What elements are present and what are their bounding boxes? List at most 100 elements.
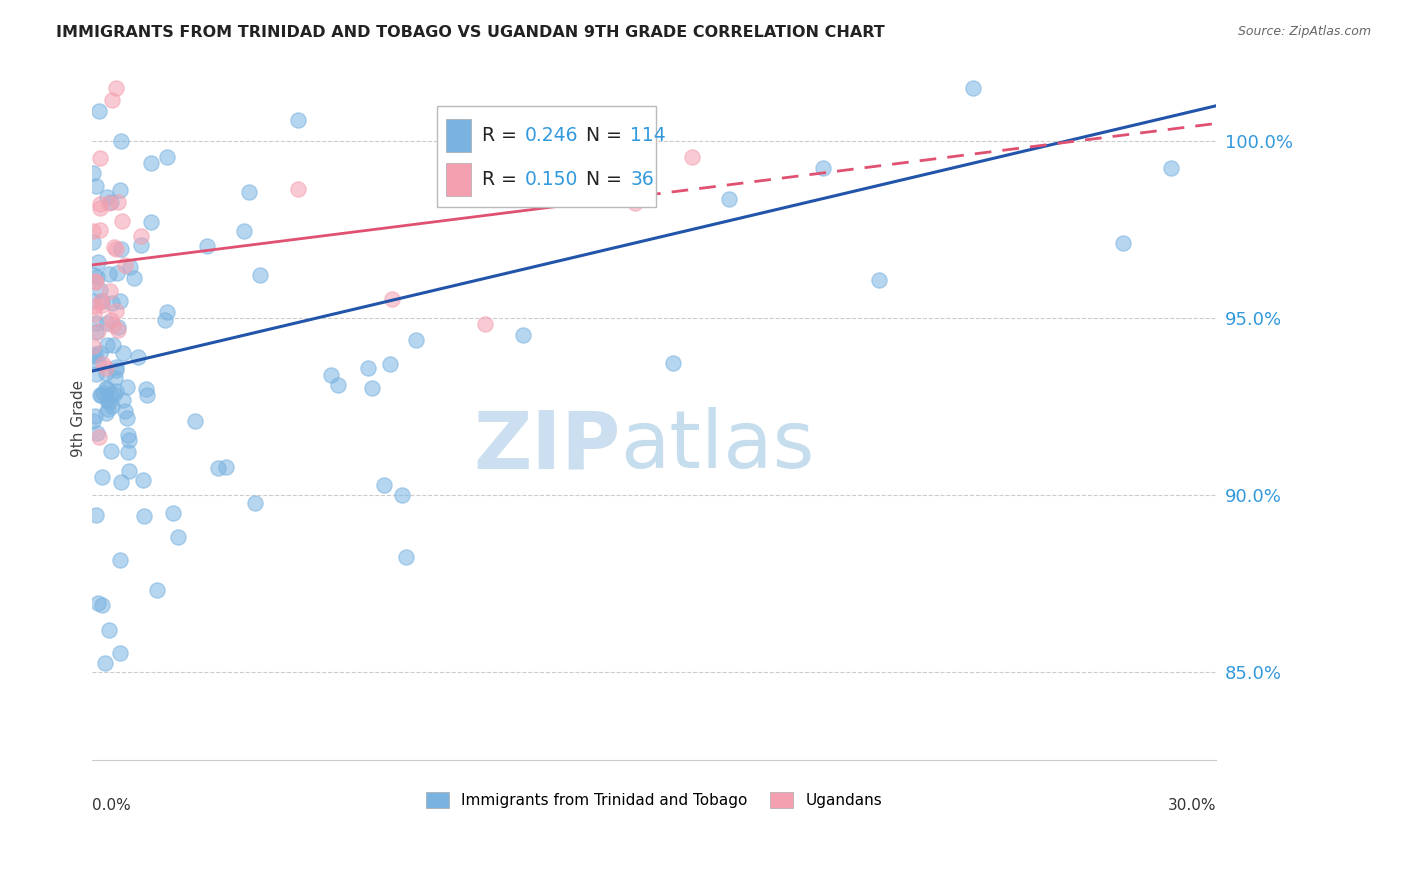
Point: [82, 339, 104, 353]
Point: [101, 93, 124, 107]
Text: N =: N =: [574, 126, 628, 145]
Point: [1111, 235, 1133, 250]
Point: [117, 444, 139, 458]
FancyBboxPatch shape: [446, 120, 471, 152]
Point: [84, 275, 107, 289]
Point: [98, 285, 121, 299]
Point: [287, 112, 309, 127]
Point: [104, 384, 127, 399]
Text: 0.0%: 0.0%: [91, 798, 131, 813]
Point: [474, 318, 496, 332]
Point: [127, 351, 149, 365]
Point: [115, 410, 138, 425]
Point: [110, 646, 132, 660]
Point: [512, 327, 534, 342]
Point: [91, 293, 114, 308]
Point: [1160, 161, 1182, 176]
Point: [122, 271, 145, 285]
Point: [91, 298, 114, 312]
Point: [82, 293, 104, 308]
Point: [87, 325, 110, 339]
Point: [96, 316, 118, 330]
Point: [90, 388, 112, 402]
Point: [89, 346, 111, 360]
Point: [100, 444, 122, 458]
Point: [681, 150, 703, 164]
Point: [357, 360, 380, 375]
Point: [146, 583, 169, 598]
Point: [89, 223, 111, 237]
Point: [135, 383, 157, 397]
Point: [287, 182, 309, 196]
Text: 0.246: 0.246: [524, 126, 578, 145]
Point: [107, 323, 129, 337]
Text: 36: 36: [630, 170, 654, 189]
Text: ZIP: ZIP: [472, 408, 620, 485]
Point: [110, 134, 132, 148]
Point: [83, 307, 105, 321]
Point: [381, 292, 404, 306]
Point: [391, 488, 413, 502]
Point: [94, 381, 117, 395]
Point: [100, 313, 122, 327]
Point: [108, 183, 131, 197]
Text: IMMIGRANTS FROM TRINIDAD AND TOBAGO VS UGANDAN 9TH GRADE CORRELATION CHART: IMMIGRANTS FROM TRINIDAD AND TOBAGO VS U…: [56, 25, 884, 40]
Point: [87, 103, 110, 118]
Point: [153, 313, 176, 327]
Point: [83, 409, 105, 423]
Point: [104, 81, 127, 95]
Point: [134, 508, 156, 523]
Point: [91, 386, 114, 401]
Point: [91, 357, 114, 371]
Point: [86, 255, 108, 269]
Point: [82, 235, 104, 250]
Point: [207, 461, 229, 475]
Point: [114, 258, 136, 272]
Point: [100, 387, 122, 401]
Point: [89, 388, 111, 402]
Point: [624, 196, 647, 211]
Point: [84, 316, 107, 330]
Text: N =: N =: [574, 170, 628, 189]
Point: [373, 477, 395, 491]
Point: [868, 273, 890, 287]
Point: [96, 190, 118, 204]
Text: R =: R =: [482, 126, 523, 145]
Point: [89, 197, 111, 211]
Point: [82, 224, 104, 238]
Point: [101, 400, 124, 414]
Point: [82, 414, 104, 428]
Point: [97, 395, 120, 409]
Point: [141, 156, 163, 170]
Point: [110, 475, 132, 490]
Point: [84, 347, 107, 361]
Point: [86, 325, 108, 339]
Point: [156, 305, 179, 319]
Point: [82, 166, 104, 180]
Point: [111, 214, 134, 228]
Point: [86, 269, 108, 284]
Point: [84, 508, 107, 522]
Point: [110, 242, 132, 256]
Point: [107, 320, 129, 334]
Point: [104, 363, 127, 377]
Point: [100, 195, 122, 210]
FancyBboxPatch shape: [446, 163, 471, 196]
Point: [98, 195, 121, 210]
Point: [89, 283, 111, 297]
Point: [380, 357, 402, 371]
Point: [110, 293, 132, 308]
Point: [104, 371, 127, 385]
Point: [243, 496, 266, 510]
Point: [131, 473, 153, 487]
Point: [97, 402, 120, 417]
Point: [83, 268, 105, 283]
Point: [86, 426, 108, 441]
Point: [89, 152, 111, 166]
Point: [195, 239, 218, 253]
Point: [101, 338, 124, 352]
Point: [111, 393, 134, 408]
Text: atlas: atlas: [620, 408, 814, 485]
Point: [101, 295, 124, 310]
Point: [118, 465, 141, 479]
